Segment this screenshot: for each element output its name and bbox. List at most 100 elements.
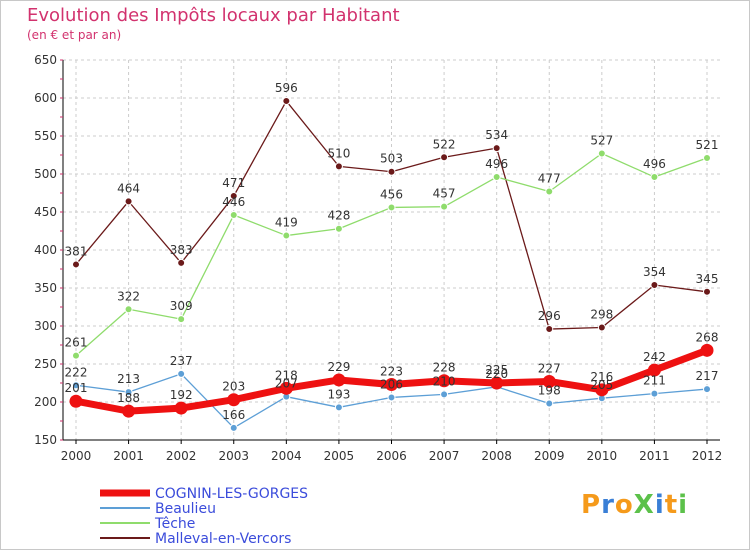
data-point [490, 376, 504, 390]
data-label: 201 [65, 381, 88, 395]
data-label: 228 [433, 361, 456, 375]
data-label: 210 [433, 374, 456, 388]
x-tick-label: 2007 [429, 449, 460, 463]
data-point [229, 192, 238, 201]
data-label: 188 [117, 391, 140, 405]
data-point [122, 404, 136, 418]
data-label: 534 [485, 128, 508, 142]
data-point [597, 323, 606, 332]
data-point [177, 315, 186, 324]
data-point [492, 144, 501, 153]
data-label: 213 [117, 372, 140, 386]
data-label: 296 [538, 309, 561, 323]
data-label: 428 [327, 209, 350, 223]
data-point [437, 374, 451, 388]
y-tick-label: 200 [34, 395, 57, 409]
data-point [72, 260, 80, 269]
y-tick-label: 150 [34, 433, 57, 447]
data-label: 464 [117, 181, 140, 195]
x-tick-label: 2005 [324, 449, 355, 463]
data-label: 419 [275, 216, 298, 230]
data-label: 383 [170, 243, 193, 257]
data-label: 227 [538, 361, 561, 375]
y-tick-label: 600 [34, 91, 57, 105]
data-label: 527 [590, 133, 613, 147]
data-point [387, 203, 396, 212]
data-point [72, 351, 80, 360]
data-label: 222 [65, 365, 88, 379]
x-tick-label: 2010 [587, 449, 618, 463]
y-tick-label: 500 [34, 167, 57, 181]
data-label: 193 [327, 387, 350, 401]
x-tick-label: 2012 [692, 449, 723, 463]
data-label: 298 [590, 308, 613, 322]
data-point [69, 394, 83, 408]
data-point [334, 162, 343, 171]
x-tick-label: 2001 [113, 449, 144, 463]
data-label: 198 [538, 384, 561, 398]
data-label: 381 [65, 244, 88, 258]
data-label: 456 [380, 187, 403, 201]
x-tick-label: 2003 [218, 449, 249, 463]
data-label: 522 [433, 137, 456, 151]
data-label: 496 [485, 157, 508, 171]
y-tick-label: 450 [34, 205, 57, 219]
legend-label: Beaulieu [155, 501, 216, 517]
y-tick-label: 550 [34, 129, 57, 143]
data-label: 203 [222, 380, 245, 394]
data-point [72, 381, 80, 390]
data-label: 216 [590, 370, 613, 384]
data-label: 229 [327, 360, 350, 374]
data-point [177, 258, 186, 267]
data-point [700, 343, 714, 357]
y-tick-label: 650 [34, 53, 57, 67]
data-point [334, 403, 343, 412]
data-label: 345 [696, 272, 719, 286]
logo-letter: X [633, 490, 655, 520]
data-label: 237 [170, 354, 193, 368]
data-point [282, 97, 291, 106]
data-point [542, 374, 556, 388]
data-point [124, 197, 133, 206]
x-tick-label: 2000 [61, 449, 92, 463]
data-label: 446 [222, 195, 245, 209]
data-label: 322 [117, 289, 140, 303]
y-tick-label: 300 [34, 319, 57, 333]
x-tick-label: 2008 [481, 449, 512, 463]
data-point [177, 369, 186, 378]
data-point [385, 378, 398, 392]
data-label: 166 [222, 408, 245, 422]
y-tick-label: 350 [34, 281, 57, 295]
data-label: 496 [643, 157, 666, 171]
data-point [650, 280, 659, 289]
x-tick-label: 2011 [639, 449, 670, 463]
data-label: 268 [696, 330, 719, 344]
data-label: 477 [538, 171, 561, 185]
data-label: 223 [380, 365, 403, 379]
data-label: 471 [222, 176, 245, 190]
data-point [545, 399, 554, 408]
proxiti-logo: ProXiti [581, 490, 688, 520]
data-label: 521 [696, 138, 719, 152]
data-point [703, 287, 711, 296]
data-label: 218 [275, 368, 298, 382]
y-tick-label: 400 [34, 243, 57, 257]
data-point [227, 393, 241, 407]
data-point [279, 381, 293, 395]
logo-letter: i [654, 490, 665, 520]
data-label: 207 [275, 377, 298, 391]
x-tick-label: 2006 [376, 449, 407, 463]
legend-label: COGNIN-LES-GORGES [155, 486, 308, 502]
data-point [545, 187, 554, 196]
legend-label: Malleval-en-Vercors [155, 531, 291, 547]
data-point [332, 373, 346, 387]
chart-subtitle: (en € et par an) [27, 28, 122, 42]
data-label: 510 [327, 146, 350, 160]
chart-title: Evolution des Impôts locaux par Habitant [27, 5, 400, 26]
data-label: 225 [485, 363, 508, 377]
x-tick-label: 2009 [534, 449, 565, 463]
data-point [440, 153, 449, 162]
data-point [440, 202, 449, 211]
data-label: 242 [643, 350, 666, 364]
